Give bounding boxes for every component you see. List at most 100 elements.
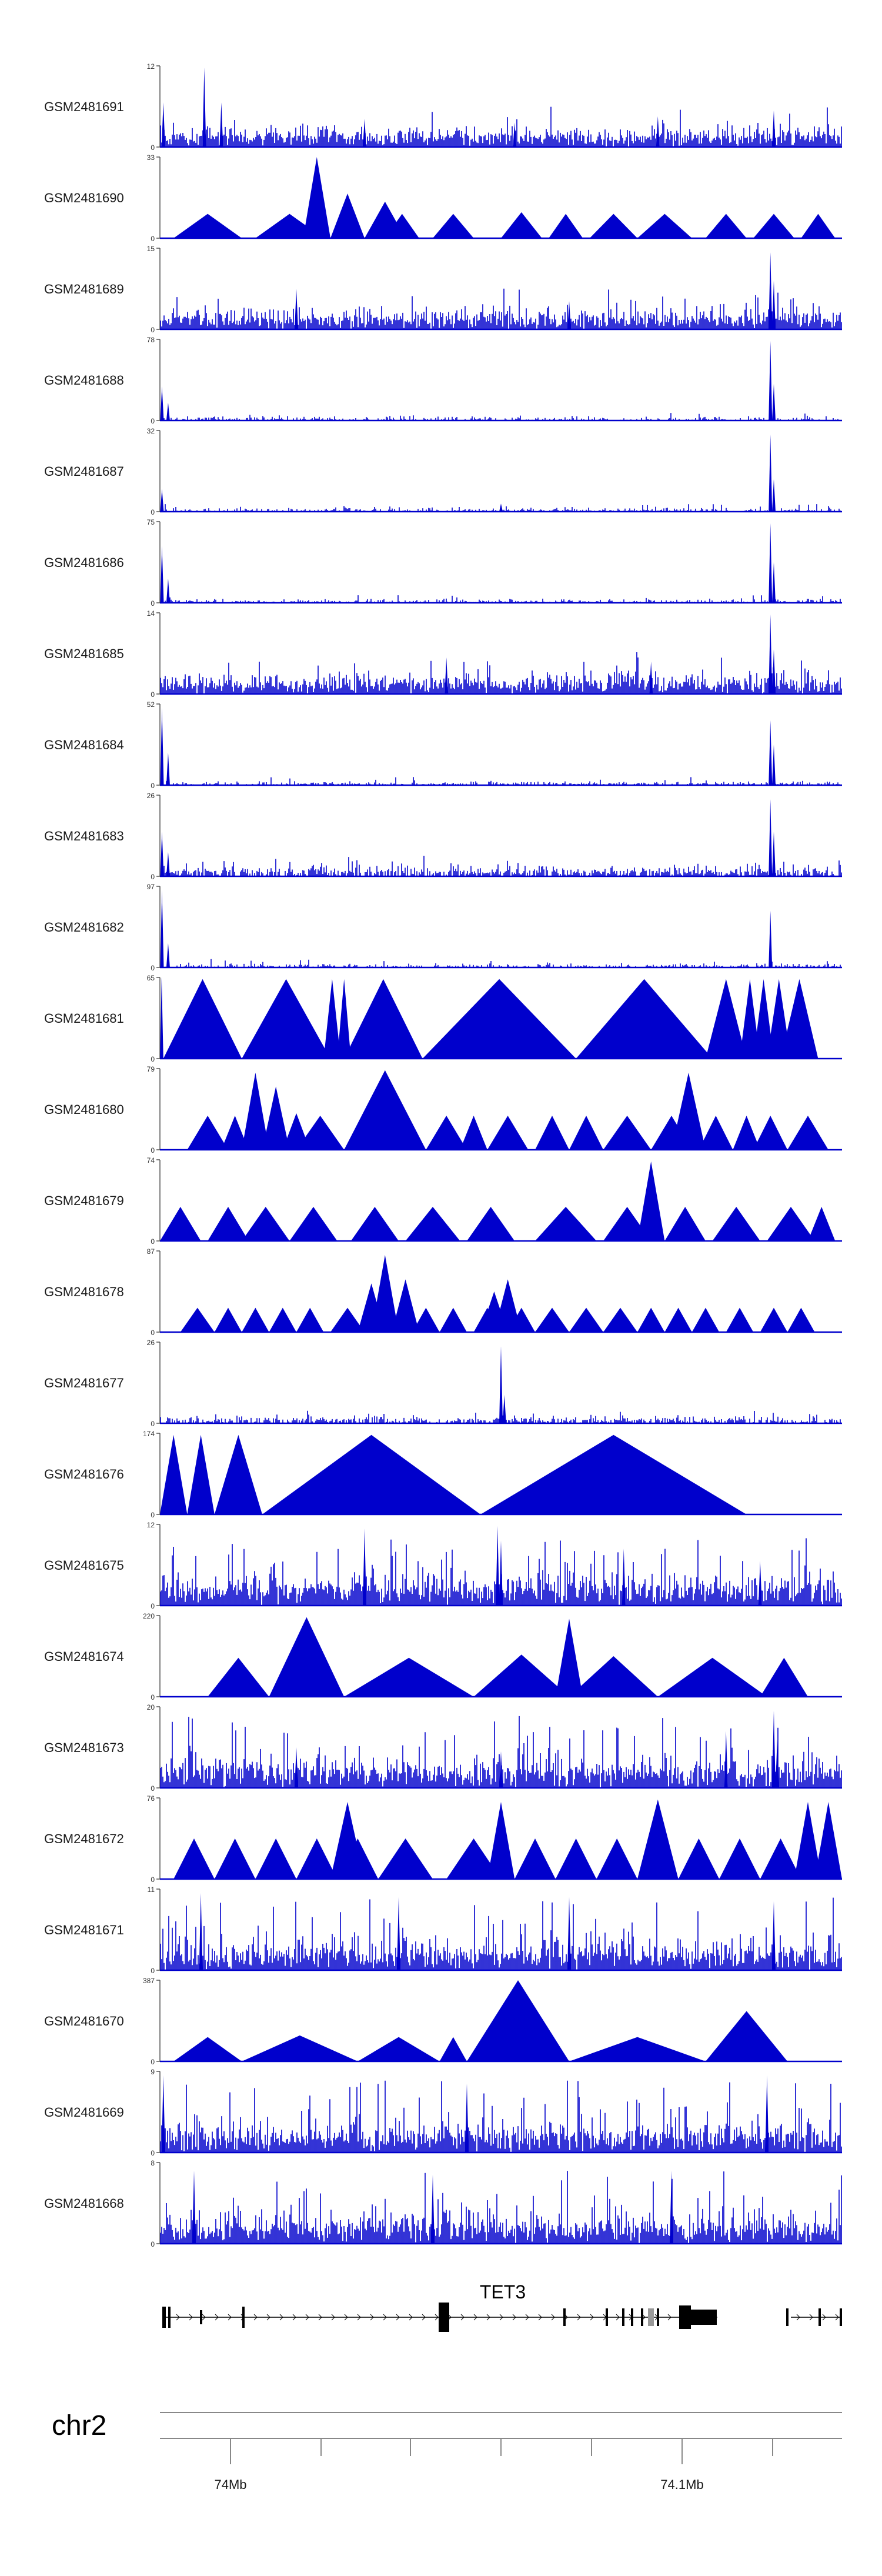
signal-triangle — [337, 979, 351, 1059]
signal-triangle — [296, 1838, 338, 1879]
track-gsm2481687: GSM2481687 32 0 — [44, 427, 842, 516]
track-gsm2481681: GSM2481681 65 0 — [44, 974, 842, 1063]
signal-peak — [724, 1731, 728, 1788]
signal-peak — [772, 383, 776, 421]
gene-exon — [563, 2308, 566, 2326]
signal-peak — [758, 1561, 762, 1606]
signal-triangle — [794, 1801, 822, 1879]
gene-exon — [641, 2308, 643, 2326]
signal-peak — [161, 102, 165, 147]
coverage-tracks: GSM2481691120GSM2481690330GSM2481689150G… — [44, 62, 842, 2248]
signal-bars — [160, 1538, 842, 1606]
signal-bars — [160, 1897, 842, 1970]
signal-peak — [363, 118, 366, 147]
signal-triangle — [787, 1307, 815, 1332]
signal-triangle — [371, 1254, 399, 1332]
signal-triangle — [173, 2037, 242, 2061]
signal-triangle — [487, 1116, 529, 1150]
signal-bars — [162, 777, 840, 785]
track-gsm2481690: GSM2481690 33 0 — [44, 154, 842, 243]
signal-peak — [772, 745, 776, 785]
signal-peak — [166, 852, 170, 876]
track-gsm2481670: GSM2481670 387 0 — [44, 1977, 842, 2066]
chromosome-label: chr2 — [52, 2410, 106, 2441]
track-ymax-label: 387 — [143, 1977, 155, 1985]
signal-triangle — [712, 1207, 760, 1241]
signal-triangle — [405, 1207, 460, 1241]
signal-triangle — [678, 1838, 720, 1879]
signal-triangle — [760, 1838, 801, 1879]
track-ymin-label: 0 — [151, 1784, 155, 1793]
signal-triangle — [487, 1801, 515, 1879]
track-label: GSM2481690 — [44, 191, 124, 205]
signal-peak — [769, 799, 773, 876]
track-ymin-label: 0 — [151, 873, 155, 881]
signal-triangle — [753, 979, 774, 1059]
track-label: GSM2481682 — [44, 920, 124, 935]
signal-peak — [502, 1394, 506, 1423]
track-gsm2481684: GSM2481684 52 0 — [44, 700, 842, 790]
track-label: GSM2481691 — [44, 99, 124, 114]
signal-triangle — [460, 1116, 487, 1150]
signal-peak — [769, 523, 773, 603]
signal-triangle — [767, 979, 791, 1059]
signal-triangle — [576, 979, 713, 1059]
signal-peak — [499, 503, 503, 512]
track-label: GSM2481670 — [44, 2014, 124, 2028]
track-gsm2481689: GSM2481689 15 0 — [44, 245, 842, 334]
signal-triangle — [242, 979, 330, 1059]
track-ymax-label: 65 — [147, 974, 155, 982]
track-gsm2481686: GSM2481686 75 0 — [44, 518, 842, 608]
signal-triangle — [569, 2037, 706, 2061]
axis-tick-label-74mb: 74Mb — [214, 2477, 246, 2492]
track-ymin-label: 0 — [151, 2240, 155, 2248]
signal-peak — [160, 708, 164, 785]
signal-triangle — [603, 1307, 637, 1332]
track-ymax-label: 11 — [148, 1886, 155, 1894]
signal-triangle — [706, 213, 747, 238]
track-ymin-label: 0 — [151, 1237, 155, 1246]
track-gsm2481676: GSM2481676 174 0 — [44, 1430, 842, 1519]
chromosome-axis: chr2 74Mb 74.1Mb — [52, 2410, 842, 2492]
signal-peak — [363, 1528, 366, 1606]
signal-peak — [769, 434, 773, 512]
signal-triangle — [467, 1980, 569, 2061]
signal-triangle — [535, 1307, 569, 1332]
signal-peak — [397, 1897, 400, 1970]
signal-triangle — [296, 1307, 324, 1332]
signal-triangle — [801, 213, 836, 238]
track-label: GSM2481687 — [44, 464, 124, 479]
track-label: GSM2481676 — [44, 1467, 124, 1481]
signal-triangle — [214, 1434, 262, 1514]
signal-peak — [649, 661, 653, 694]
signal-peak — [166, 752, 170, 785]
signal-triangle — [439, 1307, 467, 1332]
signal-peak — [775, 1739, 779, 1788]
signal-triangle — [514, 1838, 556, 1879]
signal-bars — [161, 856, 842, 876]
signal-bars — [160, 106, 842, 147]
track-ymax-label: 220 — [143, 1612, 155, 1620]
gene-exon — [606, 2308, 608, 2326]
track-label: GSM2481674 — [44, 1649, 124, 1664]
signal-triangle — [555, 1838, 597, 1879]
signal-triangle — [706, 2011, 788, 2061]
signal-triangle — [337, 1838, 379, 1879]
signal-triangle — [426, 1116, 467, 1150]
signal-triangle — [494, 1279, 522, 1332]
track-gsm2481671: GSM2481671 11 0 — [44, 1886, 842, 1975]
track-ymin-label: 0 — [151, 1693, 155, 1701]
track-ymin-label: 0 — [151, 1602, 155, 1610]
signal-triangle — [242, 1072, 269, 1150]
signal-triangle — [671, 1072, 706, 1150]
signal-triangle — [208, 1657, 269, 1697]
track-ymin-label: 0 — [151, 782, 155, 790]
signal-peak — [295, 1747, 298, 1788]
track-gsm2481673: GSM2481673 20 0 — [44, 1703, 842, 1793]
signal-peak — [166, 943, 170, 967]
signal-triangle — [160, 1434, 188, 1514]
track-label: GSM2481675 — [44, 1558, 124, 1573]
signal-triangle — [262, 1086, 290, 1150]
signal-triangle — [637, 1161, 665, 1241]
signal-peak — [772, 649, 776, 694]
